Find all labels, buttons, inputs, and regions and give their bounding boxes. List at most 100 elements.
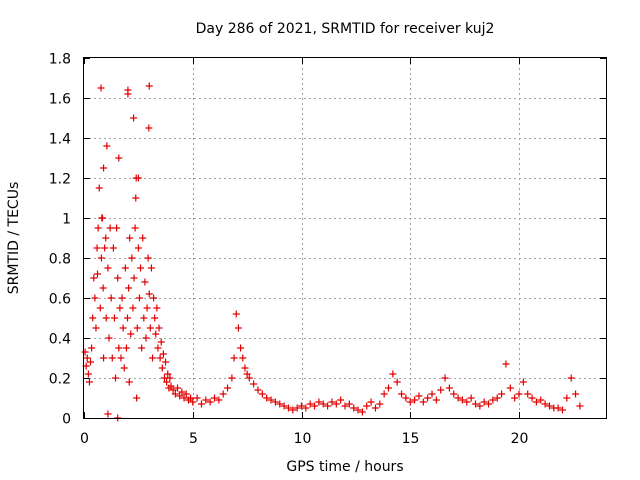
- data-point: [572, 390, 580, 398]
- y-tick-label: 0.4: [49, 332, 71, 348]
- data-point: [554, 404, 562, 412]
- data-point: [524, 390, 532, 398]
- data-point: [142, 334, 150, 342]
- data-point: [150, 294, 158, 302]
- data-point: [537, 396, 545, 404]
- data-point: [164, 370, 172, 378]
- data-point: [108, 354, 116, 362]
- data-point: [489, 396, 497, 404]
- data-point: [445, 384, 453, 392]
- data-point: [363, 402, 371, 410]
- data-point: [92, 324, 100, 332]
- data-point: [103, 142, 111, 150]
- data-point: [485, 400, 493, 408]
- data-point: [332, 400, 340, 408]
- data-point: [519, 378, 527, 386]
- data-point: [289, 406, 297, 414]
- data-point: [120, 364, 128, 372]
- data-point: [245, 374, 253, 382]
- data-point: [441, 374, 449, 382]
- data-point: [254, 386, 262, 394]
- data-point: [345, 400, 353, 408]
- data-point: [91, 294, 99, 302]
- data-point: [100, 164, 108, 172]
- data-point: [350, 404, 358, 412]
- data-point: [84, 370, 92, 378]
- data-point: [144, 254, 152, 262]
- data-point: [563, 394, 571, 402]
- data-point: [506, 384, 514, 392]
- data-point: [258, 390, 266, 398]
- data-point: [402, 394, 410, 402]
- data-point: [182, 390, 190, 398]
- data-point: [135, 294, 143, 302]
- data-point: [149, 354, 157, 362]
- data-point: [211, 394, 218, 402]
- data-point: [151, 314, 159, 322]
- data-point: [315, 398, 323, 406]
- data-point: [228, 374, 236, 382]
- data-point: [385, 384, 392, 392]
- data-point: [93, 270, 101, 278]
- data-point: [230, 354, 238, 362]
- data-point: [502, 360, 510, 368]
- data-point: [110, 314, 118, 322]
- data-point: [337, 396, 345, 404]
- data-point: [437, 386, 445, 394]
- data-point: [112, 374, 120, 382]
- data-point: [158, 364, 166, 372]
- y-tick-label: 0: [62, 412, 71, 428]
- data-point: [237, 344, 245, 352]
- data-point: [166, 374, 174, 382]
- data-point: [104, 410, 112, 418]
- data-point: [134, 174, 142, 182]
- x-tick-label: 0: [80, 431, 89, 447]
- x-tick-label: 5: [189, 431, 198, 447]
- data-point: [367, 398, 375, 406]
- data-point: [454, 394, 462, 402]
- data-point: [250, 380, 258, 388]
- data-point: [105, 334, 113, 342]
- y-tick-label: 1.8: [49, 52, 71, 68]
- data-point: [130, 274, 138, 282]
- chart-title: Day 286 of 2021, SRMTID for receiver kuj…: [196, 21, 495, 37]
- data-point: [100, 354, 108, 362]
- data-point: [406, 398, 414, 406]
- data-point: [141, 278, 149, 286]
- data-point: [117, 354, 125, 362]
- data-point: [232, 310, 240, 318]
- data-point: [243, 370, 251, 378]
- data-point: [306, 400, 314, 408]
- data-point: [398, 390, 406, 398]
- data-point: [224, 384, 232, 392]
- data-point: [176, 392, 184, 400]
- data-point: [85, 378, 93, 386]
- data-point: [152, 330, 160, 338]
- data-point: [480, 398, 488, 406]
- data-point: [138, 344, 146, 352]
- data-point: [143, 304, 151, 312]
- data-point: [101, 244, 109, 252]
- data-point: [128, 254, 136, 262]
- grid-lines: [84, 58, 606, 418]
- data-point: [106, 224, 114, 232]
- data-point: [157, 338, 165, 346]
- data-point: [145, 82, 153, 90]
- data-point: [125, 284, 133, 292]
- data-point: [118, 294, 126, 302]
- data-point: [99, 284, 107, 292]
- data-point: [319, 400, 327, 408]
- data-point: [129, 304, 137, 312]
- data-point: [284, 404, 292, 412]
- data-point: [97, 84, 105, 92]
- data-point: [467, 394, 475, 402]
- data-point: [463, 398, 471, 406]
- data-point: [102, 234, 110, 242]
- y-axis-label: SRMTID / TECUs: [6, 182, 22, 295]
- data-point: [134, 244, 142, 252]
- data-point: [163, 378, 171, 386]
- data-point: [293, 404, 301, 412]
- data-point: [89, 314, 97, 322]
- data-point: [156, 354, 164, 362]
- data-point: [476, 402, 484, 410]
